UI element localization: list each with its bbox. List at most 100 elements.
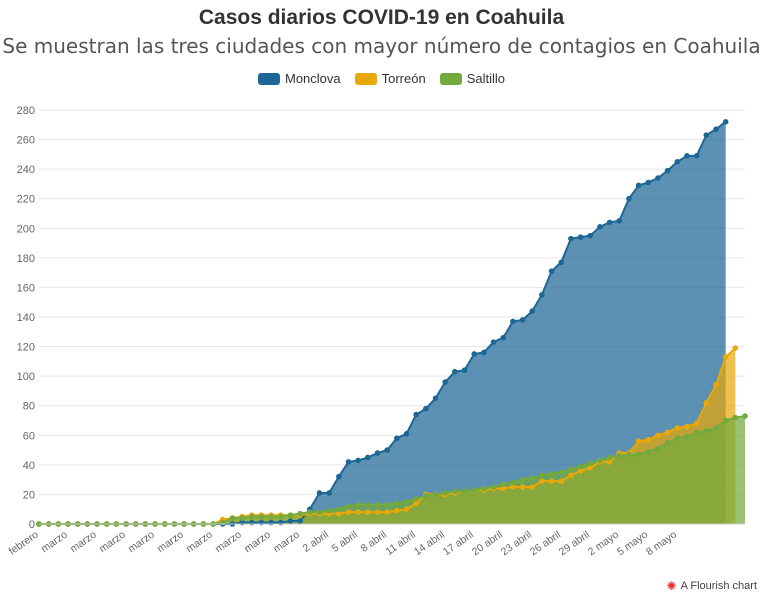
point-torreón: [655, 432, 661, 439]
point-monclova: [529, 308, 536, 314]
point-saltillo: [742, 413, 748, 419]
point-monclova: [297, 518, 303, 524]
point-monclova: [539, 292, 545, 298]
point-saltillo: [558, 469, 565, 476]
point-monclova: [722, 119, 729, 125]
point-saltillo: [626, 451, 632, 458]
point-saltillo: [365, 501, 371, 508]
point-saltillo: [384, 501, 390, 508]
point-torreón: [403, 506, 410, 513]
legend-swatch: [354, 72, 377, 85]
point-saltillo: [703, 428, 710, 434]
legend-swatch: [257, 72, 280, 85]
point-torreón: [645, 436, 652, 443]
point-monclova: [645, 179, 652, 186]
y-tick-label: 60: [23, 430, 35, 442]
legend-label: Torreón: [381, 71, 426, 86]
point-saltillo: [539, 472, 545, 479]
point-saltillo: [452, 488, 458, 495]
point-torreón: [539, 478, 545, 484]
legend-label: Monclova: [284, 71, 341, 86]
point-monclova: [664, 167, 671, 174]
point-saltillo: [510, 479, 516, 486]
x-tick-label: marzo: [126, 529, 157, 556]
point-torreón: [529, 484, 536, 490]
point-saltillo: [616, 453, 623, 459]
point-monclova: [442, 379, 448, 385]
point-saltillo: [519, 476, 526, 483]
y-tick-label: 240: [17, 164, 35, 176]
point-saltillo: [693, 429, 700, 436]
point-saltillo: [239, 515, 245, 521]
y-tick-label: 80: [23, 401, 35, 413]
point-saltillo: [606, 454, 613, 461]
point-monclova: [336, 473, 342, 480]
y-tick-label: 160: [17, 282, 35, 294]
legend-item-saltillo[interactable]: Saltillo: [439, 71, 505, 86]
point-torreón: [674, 425, 681, 431]
point-torreón: [413, 500, 419, 507]
point-monclova: [606, 219, 613, 226]
point-saltillo: [413, 496, 419, 502]
chart-title: Casos diarios COVID-19 en Coahuila: [198, 6, 565, 29]
point-monclova: [355, 457, 361, 464]
point-saltillo: [326, 507, 332, 514]
y-tick-label: 120: [17, 342, 35, 354]
point-monclova: [423, 405, 429, 412]
area-monclova: [39, 121, 726, 525]
point-saltillo: [684, 433, 690, 440]
point-saltillo: [403, 499, 410, 505]
point-saltillo: [423, 493, 429, 499]
point-saltillo: [394, 500, 400, 507]
y-tick-label: 20: [23, 489, 35, 501]
point-saltillo: [645, 448, 652, 455]
point-saltillo: [597, 457, 603, 464]
point-monclova: [490, 339, 497, 345]
point-saltillo: [655, 445, 661, 452]
point-torreón: [355, 509, 361, 515]
point-saltillo: [674, 435, 681, 442]
y-tick-label: 180: [17, 253, 35, 265]
point-saltillo: [268, 513, 274, 520]
point-saltillo: [490, 484, 497, 490]
point-torreón: [500, 485, 507, 492]
point-torreón: [374, 509, 381, 515]
point-saltillo: [316, 509, 323, 515]
point-saltillo: [277, 513, 284, 520]
point-monclova: [568, 235, 574, 242]
point-monclova: [403, 431, 410, 437]
x-tick-label: marzo: [68, 529, 99, 556]
point-monclova: [616, 218, 623, 224]
point-monclova: [461, 367, 468, 374]
point-monclova: [626, 195, 632, 202]
point-saltillo: [635, 451, 642, 458]
point-monclova: [345, 459, 352, 465]
point-monclova: [316, 490, 323, 496]
legend-item-torreón[interactable]: Torreón: [354, 71, 426, 86]
point-monclova: [452, 368, 458, 375]
point-monclova: [481, 349, 487, 356]
flourish-credit-label: A Flourish chart: [680, 580, 757, 592]
x-tick-label: 23 abril: [499, 529, 534, 559]
chart-subtitle: Se muestran las tres ciudades con mayor …: [2, 34, 761, 58]
point-saltillo: [587, 460, 594, 467]
point-torreón: [703, 399, 710, 406]
x-tick-label: 29 abril: [557, 529, 592, 559]
x-tick-label: 5 mayo: [615, 529, 650, 559]
flourish-credit[interactable]: ✺ A Flourish chart: [667, 579, 757, 593]
point-saltillo: [287, 512, 294, 518]
point-monclova: [655, 175, 661, 181]
point-monclova: [394, 435, 400, 442]
point-torreón: [365, 509, 371, 515]
point-saltillo: [461, 488, 468, 495]
point-monclova: [432, 395, 439, 402]
x-tick-label: marzo: [39, 529, 70, 556]
point-monclova: [577, 234, 584, 240]
point-torreón: [577, 467, 584, 474]
point-saltillo: [713, 425, 719, 431]
point-saltillo: [722, 417, 729, 424]
point-monclova: [384, 447, 390, 453]
x-tick-label: 26 abril: [528, 529, 563, 559]
point-monclova: [413, 411, 419, 418]
legend-item-monclova[interactable]: Monclova: [257, 71, 341, 86]
